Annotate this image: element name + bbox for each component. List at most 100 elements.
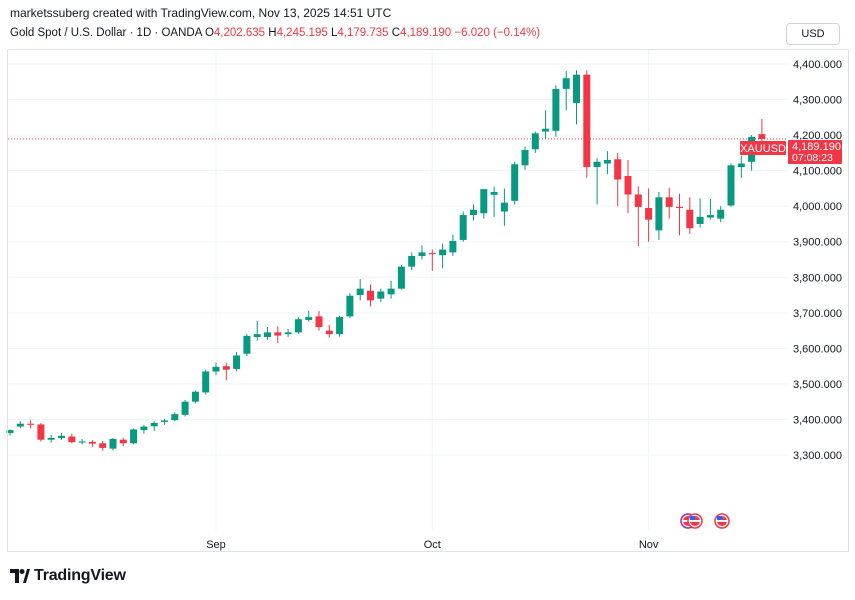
candle <box>521 146 529 170</box>
close-value: 4,189.190 <box>400 27 452 39</box>
candle <box>294 317 302 335</box>
candle-body <box>552 88 560 131</box>
candle-body <box>397 266 405 289</box>
price-tag-symbol: XAUUSD <box>740 143 786 155</box>
candle <box>686 197 694 234</box>
candle-body <box>6 430 14 433</box>
candle <box>552 85 560 137</box>
candle <box>6 429 14 436</box>
candle-body <box>706 215 714 218</box>
candle <box>428 249 436 271</box>
candle-body <box>459 215 467 240</box>
chart-credit: marketssuberg created with TradingView.c… <box>10 6 392 20</box>
candle-body <box>233 355 241 369</box>
candle <box>542 110 550 139</box>
candle <box>727 163 735 207</box>
candle-body <box>284 332 292 335</box>
candle-body <box>665 197 673 207</box>
candle <box>758 119 766 143</box>
price-tick-label: 4,100.000 <box>793 166 842 178</box>
event-markers[interactable] <box>680 513 730 529</box>
candle <box>717 206 725 223</box>
price-tick-label: 4,300.000 <box>793 95 842 107</box>
candle <box>47 435 55 443</box>
date-tick-label: Oct <box>424 539 441 551</box>
candle-body <box>531 133 539 150</box>
open-label: O <box>204 27 214 39</box>
candle <box>583 70 591 178</box>
price-tick-label: 4,200.000 <box>793 130 842 142</box>
us-flag-event-icon[interactable] <box>714 513 730 529</box>
candle-body <box>222 366 230 370</box>
candle <box>253 320 261 341</box>
currency-button[interactable]: USD <box>786 23 840 45</box>
price-tick-label: 3,900.000 <box>793 237 842 249</box>
candle-body <box>696 216 704 224</box>
candle <box>387 280 395 299</box>
tradingview-logo-icon <box>10 569 30 583</box>
tradingview-logo-text: TradingView <box>34 567 126 584</box>
candle-body <box>58 435 65 438</box>
candle <box>573 70 580 125</box>
candle-body <box>346 295 354 317</box>
candle-body <box>367 290 374 301</box>
candle <box>336 315 344 337</box>
candle-body <box>325 330 333 335</box>
candle-body <box>109 439 117 449</box>
candle <box>346 293 354 319</box>
candle <box>315 311 323 331</box>
candle <box>27 420 35 429</box>
candle-body <box>676 206 683 208</box>
candle <box>470 204 477 221</box>
date-tick-label: Nov <box>639 539 659 551</box>
candle-body <box>68 436 76 443</box>
candle-body <box>614 159 622 180</box>
candle-body <box>274 332 282 336</box>
candle <box>181 399 189 417</box>
candle <box>305 311 313 322</box>
price-axis[interactable]: 3,300.000 3,400.000 3,500.000 3,600.000 3,70… <box>793 59 842 462</box>
candle <box>233 351 241 372</box>
candle-body <box>470 209 477 216</box>
candle <box>603 151 611 175</box>
us-flag-event-icon[interactable] <box>687 513 703 529</box>
candle-body <box>119 439 127 444</box>
low-label: L <box>330 27 338 39</box>
candle <box>737 155 745 178</box>
candle <box>696 198 704 228</box>
candle <box>397 264 405 290</box>
candle <box>274 326 282 344</box>
candle <box>449 234 457 256</box>
symbol-title: Gold Spot / U.S. Dollar · 1D · OANDA <box>10 27 202 39</box>
candle-body <box>408 255 416 267</box>
candle <box>78 439 86 445</box>
tradingview-logo: TradingView <box>10 567 126 585</box>
candle-body <box>634 194 642 207</box>
open-value: 4,202.635 <box>213 27 266 39</box>
candle <box>99 440 107 451</box>
candle-body <box>727 165 735 206</box>
candle-body <box>573 74 580 104</box>
time-axis[interactable]: Sep Oct Nov <box>206 539 659 551</box>
candle <box>624 159 632 214</box>
candle <box>655 191 663 240</box>
candle <box>634 186 642 246</box>
date-tick-label: Sep <box>206 539 226 551</box>
candle-body <box>717 209 725 219</box>
candle-body <box>130 429 138 444</box>
price-tick-label: 3,700.000 <box>793 308 842 320</box>
candle <box>171 412 179 422</box>
candle <box>161 418 168 425</box>
candle-body <box>377 291 385 299</box>
candle <box>16 421 24 429</box>
candle <box>665 187 673 219</box>
candle-body <box>161 420 168 422</box>
candle <box>593 158 601 205</box>
price-tag-symbol-box <box>740 141 786 155</box>
candle <box>140 424 148 434</box>
price-tick-label: 4,400.000 <box>793 59 842 71</box>
candle <box>676 193 683 236</box>
candle <box>439 243 447 269</box>
grid-lines <box>8 50 788 530</box>
